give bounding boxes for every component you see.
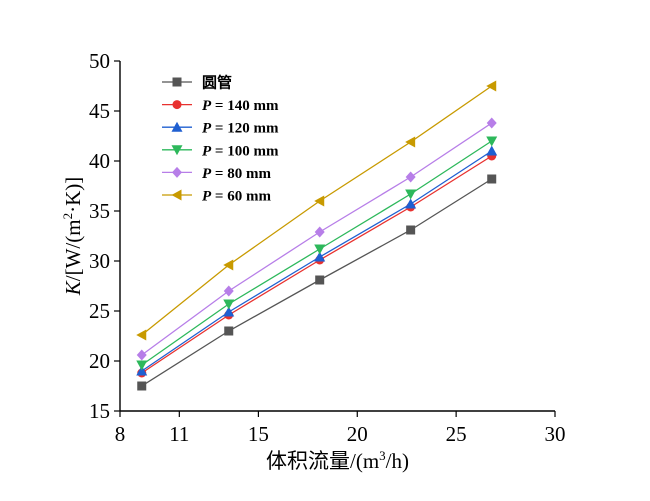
data-point	[223, 299, 235, 310]
series-3	[136, 136, 498, 371]
series-layer	[136, 80, 498, 391]
x-tick-label: 20	[347, 422, 368, 446]
data-point	[405, 171, 416, 183]
data-point	[405, 198, 417, 209]
data-point	[224, 326, 234, 336]
x-tick-label: 8	[115, 422, 126, 446]
data-point	[314, 244, 326, 255]
y-axis-title: K/[W/(m2·K)]	[60, 177, 85, 296]
legend-label: P = 100 mm	[202, 143, 279, 159]
legend-marker	[171, 145, 183, 156]
legend-marker	[171, 121, 183, 132]
series-2	[136, 145, 498, 376]
y-tick-label: 15	[89, 399, 110, 423]
legend-item: P = 140 mm	[162, 98, 279, 114]
series-line	[141, 85, 493, 336]
legend-marker	[171, 189, 182, 201]
data-point	[405, 189, 417, 200]
legend-item: P = 80 mm	[162, 166, 271, 182]
data-point	[487, 174, 497, 184]
series-line	[141, 122, 493, 356]
legend-marker	[172, 166, 182, 178]
data-point	[223, 259, 234, 271]
data-point	[136, 349, 147, 361]
legend-marker	[172, 100, 182, 110]
legend-label: P = 60 mm	[202, 189, 271, 205]
legend-label: 圆管	[202, 74, 232, 92]
x-tick-label: 15	[248, 422, 269, 446]
y-tick-label: 50	[89, 49, 110, 73]
data-point	[486, 145, 498, 156]
data-point	[405, 136, 416, 148]
data-point	[314, 195, 325, 207]
legend-label: P = 80 mm	[202, 166, 271, 182]
data-point	[314, 251, 326, 262]
y-tick-label: 20	[89, 349, 110, 373]
series-4	[136, 117, 497, 361]
series-1	[137, 151, 497, 378]
axes: 8 11 15 20 25 30 15 20 25 30 35 40 45 50	[89, 49, 566, 446]
legend-label: P = 120 mm	[202, 121, 279, 137]
series-0	[137, 174, 497, 391]
y-tick-label: 40	[89, 149, 110, 173]
x-axis-title: 体积流量/(m3/h)	[266, 448, 409, 473]
y-tick-label: 45	[89, 99, 110, 123]
series-5	[136, 80, 497, 341]
data-point	[486, 80, 497, 92]
legend-item: 圆管	[162, 74, 232, 92]
x-tick-label: 30	[545, 422, 566, 446]
y-tick-label: 25	[89, 299, 110, 323]
y-tick-label: 30	[89, 249, 110, 273]
data-point	[486, 136, 498, 147]
legend-item: P = 100 mm	[162, 143, 279, 159]
series-line	[141, 140, 493, 366]
series-line	[141, 155, 493, 374]
data-point	[136, 360, 148, 371]
data-point	[137, 381, 147, 391]
data-point	[223, 306, 235, 317]
data-point	[314, 226, 325, 238]
legend-item: P = 60 mm	[162, 189, 271, 205]
data-point	[315, 275, 325, 285]
x-tick-label: 11	[169, 422, 189, 446]
data-point	[136, 329, 147, 341]
data-point	[406, 225, 416, 235]
data-point	[486, 117, 497, 129]
legend-marker	[172, 77, 182, 87]
x-tick-label: 25	[446, 422, 467, 446]
legend: 圆管 P = 140 mm P = 120 mm P = 100 mm P = 80 m…	[162, 74, 279, 205]
legend-item: P = 120 mm	[162, 121, 279, 137]
data-point	[223, 285, 234, 297]
y-tick-label: 35	[89, 199, 110, 223]
legend-label: P = 140 mm	[202, 98, 279, 114]
